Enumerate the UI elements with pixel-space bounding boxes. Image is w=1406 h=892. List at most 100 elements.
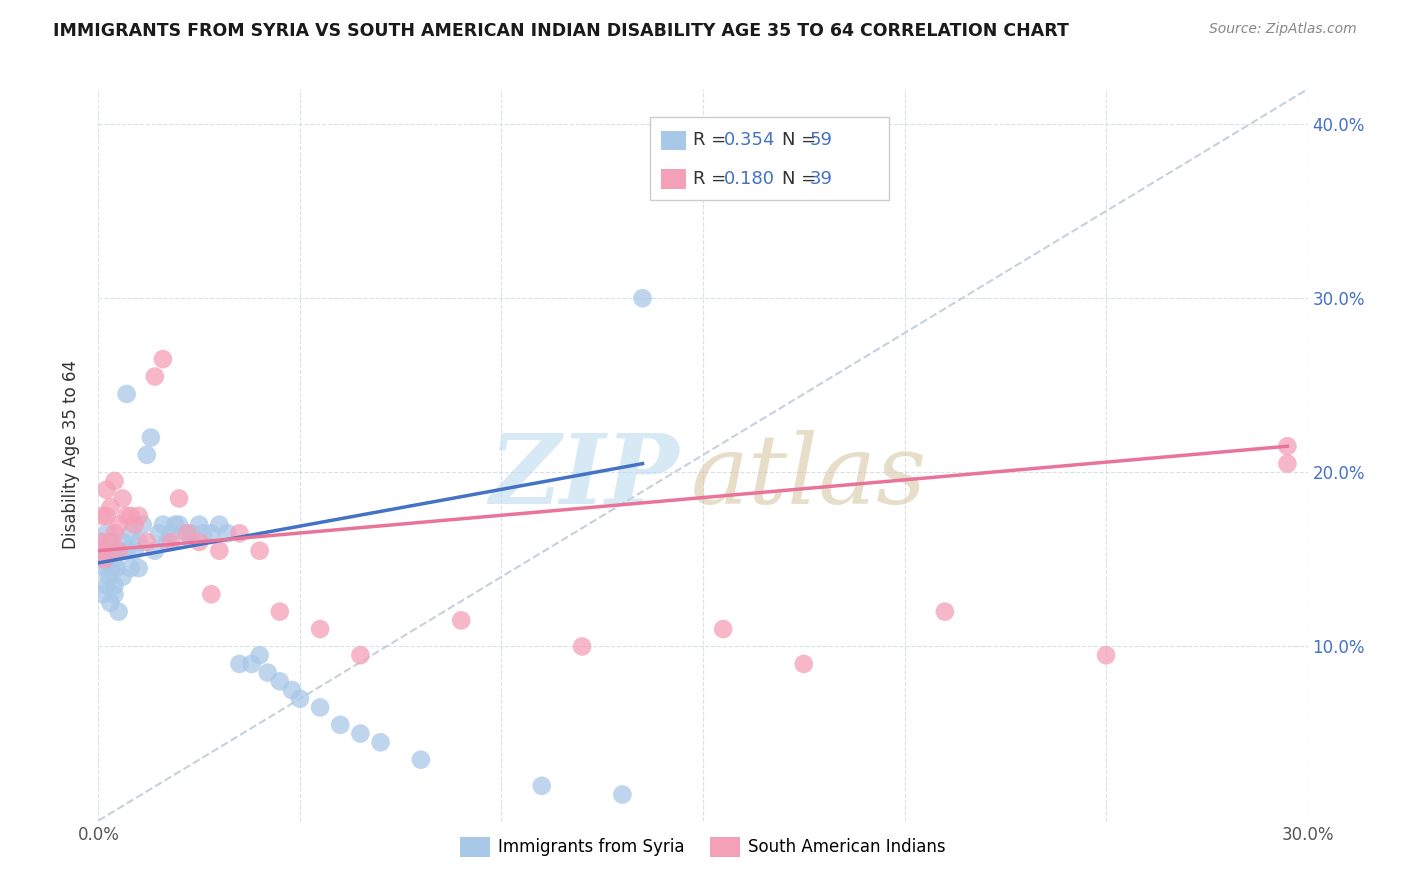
Point	[193, 526, 215, 541]
Point	[288, 691, 311, 706]
Point	[111, 570, 134, 584]
Text: R =: R =	[693, 131, 733, 150]
Point	[115, 543, 138, 558]
Point	[103, 578, 125, 592]
Point	[91, 543, 114, 558]
Point	[91, 535, 114, 549]
Point	[128, 508, 150, 523]
Text: 0.180: 0.180	[724, 170, 775, 188]
Point	[143, 369, 166, 384]
Point	[249, 648, 271, 663]
Point	[100, 561, 122, 575]
Point	[105, 561, 128, 575]
Point	[89, 535, 111, 549]
Point	[256, 665, 278, 680]
Point	[148, 526, 170, 541]
Point	[269, 674, 291, 689]
Point	[124, 517, 146, 532]
Point	[180, 526, 202, 541]
Point	[120, 561, 142, 575]
Point	[160, 526, 183, 541]
Legend: Immigrants from Syria, South American Indians: Immigrants from Syria, South American In…	[454, 830, 952, 863]
Point	[269, 605, 291, 619]
Point	[111, 491, 134, 506]
Point	[89, 552, 111, 566]
Point	[409, 753, 432, 767]
Point	[349, 648, 371, 663]
Point	[103, 474, 125, 488]
Text: Source: ZipAtlas.com: Source: ZipAtlas.com	[1209, 22, 1357, 37]
Point	[139, 430, 162, 444]
Point	[188, 535, 211, 549]
Text: IMMIGRANTS FROM SYRIA VS SOUTH AMERICAN INDIAN DISABILITY AGE 35 TO 64 CORRELATI: IMMIGRANTS FROM SYRIA VS SOUTH AMERICAN …	[53, 22, 1070, 40]
Point	[100, 500, 122, 515]
Text: 0.354: 0.354	[724, 131, 776, 150]
Point	[240, 657, 263, 671]
Point	[329, 718, 352, 732]
Point	[1277, 439, 1299, 453]
Point	[107, 543, 129, 558]
Point	[309, 622, 332, 636]
Point	[107, 543, 129, 558]
Point	[152, 517, 174, 532]
Point	[100, 543, 122, 558]
Y-axis label: Disability Age 35 to 64: Disability Age 35 to 64	[62, 360, 80, 549]
Point	[97, 570, 120, 584]
Point	[631, 291, 654, 305]
Point	[167, 491, 190, 506]
Point	[93, 561, 115, 575]
Text: 39: 39	[810, 170, 832, 188]
Point	[228, 657, 250, 671]
Point	[111, 535, 134, 549]
Point	[571, 640, 593, 654]
Point	[132, 517, 155, 532]
Point	[100, 596, 122, 610]
Point	[163, 517, 186, 532]
Point	[612, 788, 634, 802]
Point	[128, 561, 150, 575]
Point	[128, 535, 150, 549]
Point	[200, 587, 222, 601]
Point	[1277, 457, 1299, 471]
Point	[450, 613, 472, 627]
Point	[152, 352, 174, 367]
Point	[96, 526, 118, 541]
Point	[135, 448, 157, 462]
Text: N =: N =	[782, 131, 823, 150]
Text: 59: 59	[810, 131, 832, 150]
Point	[281, 683, 304, 698]
Point	[93, 552, 115, 566]
Point	[96, 483, 118, 497]
Point	[107, 605, 129, 619]
Point	[120, 508, 142, 523]
Point	[91, 587, 114, 601]
Point	[96, 508, 118, 523]
Point	[91, 508, 114, 523]
Point	[934, 605, 956, 619]
Point	[1095, 648, 1118, 663]
Point	[160, 535, 183, 549]
Point	[370, 735, 392, 749]
Point	[200, 526, 222, 541]
Point	[135, 535, 157, 549]
Text: ZIP: ZIP	[489, 430, 679, 524]
Point	[124, 543, 146, 558]
Point	[349, 726, 371, 740]
Point	[101, 535, 124, 549]
Point	[107, 517, 129, 532]
Point	[176, 526, 198, 541]
Point	[217, 526, 239, 541]
Point	[249, 543, 271, 558]
Point	[176, 526, 198, 541]
Point	[103, 552, 125, 566]
Point	[167, 517, 190, 532]
Point	[228, 526, 250, 541]
Point	[96, 578, 118, 592]
Point	[188, 517, 211, 532]
Point	[120, 526, 142, 541]
Point	[711, 622, 734, 636]
Text: atlas: atlas	[690, 430, 927, 524]
Point	[208, 543, 231, 558]
Point	[96, 543, 118, 558]
Point	[530, 779, 553, 793]
